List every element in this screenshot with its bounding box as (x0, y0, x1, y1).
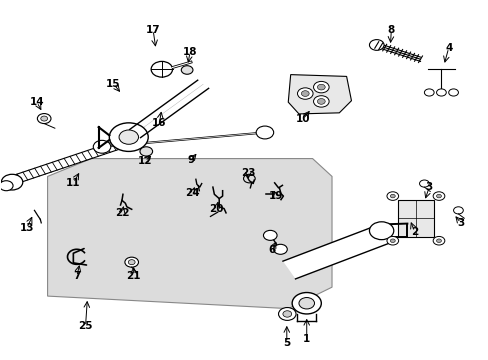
Circle shape (263, 230, 277, 240)
Polygon shape (129, 80, 208, 138)
Circle shape (448, 89, 458, 96)
Text: 5: 5 (283, 338, 290, 347)
Circle shape (41, 116, 47, 121)
Circle shape (278, 307, 295, 320)
Text: 15: 15 (106, 78, 120, 89)
Circle shape (436, 194, 441, 198)
Polygon shape (283, 225, 388, 279)
Circle shape (151, 62, 172, 77)
Circle shape (313, 96, 328, 107)
Text: 12: 12 (137, 156, 152, 166)
Text: 24: 24 (185, 188, 200, 198)
Circle shape (453, 207, 462, 214)
Polygon shape (47, 158, 331, 309)
Circle shape (273, 244, 287, 254)
Text: 8: 8 (387, 25, 394, 35)
Circle shape (432, 237, 444, 245)
Text: 16: 16 (152, 118, 166, 128)
Circle shape (369, 222, 393, 240)
Circle shape (0, 181, 13, 191)
Text: 9: 9 (187, 156, 194, 165)
Circle shape (386, 237, 398, 245)
Circle shape (109, 123, 148, 152)
Circle shape (424, 89, 433, 96)
Text: 19: 19 (268, 191, 283, 201)
Circle shape (256, 126, 273, 139)
Text: 10: 10 (295, 114, 309, 124)
Text: 13: 13 (20, 223, 34, 233)
Circle shape (181, 66, 193, 74)
Circle shape (93, 140, 111, 153)
Circle shape (119, 130, 138, 144)
Circle shape (128, 260, 135, 265)
Text: 1: 1 (303, 334, 310, 344)
Text: 18: 18 (183, 47, 197, 57)
Polygon shape (287, 75, 351, 114)
Text: 6: 6 (268, 245, 275, 255)
Circle shape (297, 88, 312, 99)
Text: 21: 21 (126, 271, 141, 281)
Text: 25: 25 (78, 321, 93, 332)
Text: 14: 14 (29, 97, 44, 107)
Circle shape (301, 91, 308, 96)
Circle shape (1, 174, 23, 190)
Circle shape (291, 293, 321, 314)
Text: 11: 11 (66, 178, 81, 188)
Circle shape (389, 239, 394, 243)
Circle shape (317, 99, 325, 104)
Circle shape (283, 311, 291, 317)
Text: 4: 4 (444, 43, 451, 53)
Text: 17: 17 (145, 25, 160, 35)
Circle shape (317, 84, 325, 90)
Circle shape (386, 192, 398, 201)
Bar (397, 200, 433, 237)
Circle shape (432, 192, 444, 201)
Circle shape (140, 147, 152, 156)
Circle shape (298, 297, 314, 309)
Circle shape (436, 239, 441, 243)
Text: 3: 3 (425, 182, 432, 192)
Text: 3: 3 (456, 218, 464, 228)
Circle shape (389, 194, 394, 198)
Text: 23: 23 (241, 168, 255, 178)
Circle shape (419, 180, 428, 187)
Circle shape (313, 81, 328, 93)
Text: 20: 20 (209, 203, 224, 213)
Text: 2: 2 (410, 227, 417, 237)
Circle shape (37, 113, 51, 123)
Text: 7: 7 (73, 271, 81, 282)
Circle shape (369, 40, 383, 50)
Circle shape (436, 89, 446, 96)
Text: 22: 22 (115, 208, 129, 218)
Circle shape (124, 257, 138, 267)
